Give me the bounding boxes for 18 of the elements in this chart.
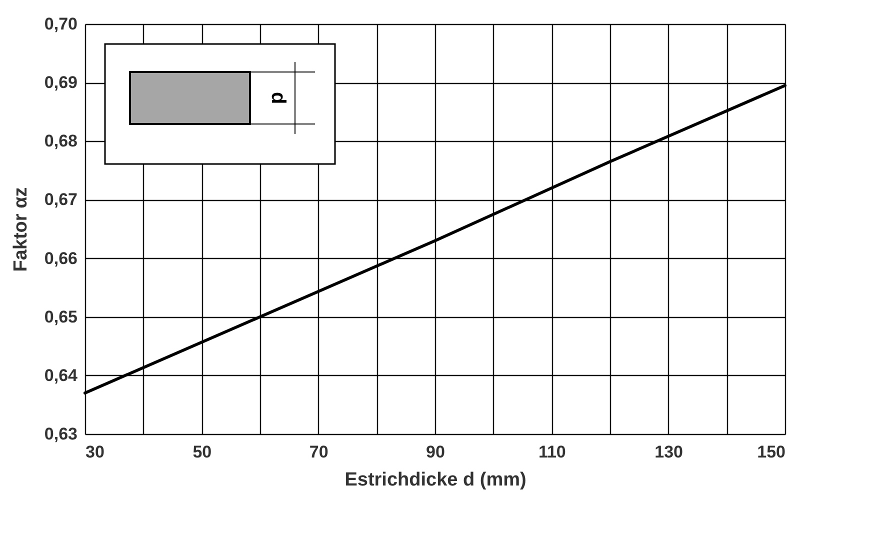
- x-tick-label: 110: [538, 442, 566, 462]
- x-tick-label: 50: [192, 442, 212, 462]
- y-tick-label: 0,64: [44, 366, 78, 385]
- y-tick-label: 0,68: [44, 132, 78, 151]
- x-tick-label: 30: [86, 442, 104, 462]
- x-tick-label: 90: [426, 442, 445, 462]
- x-tick-label: 150: [757, 442, 786, 462]
- y-tick-label: 0,65: [44, 307, 78, 326]
- y-tick-label: 0,66: [44, 248, 78, 268]
- y-tick-label: 0,69: [44, 73, 78, 92]
- x-axis-title: Estrichdicke d (mm): [344, 470, 526, 490]
- y-axis-title: Faktor αz: [10, 187, 32, 272]
- x-tick-label: 70: [309, 442, 328, 462]
- annotation: d: [267, 92, 289, 104]
- x-tick-label: 130: [654, 442, 684, 462]
- y-tick-label: 0,63: [44, 424, 78, 444]
- y-tick-label: 0,67: [44, 190, 78, 210]
- y-tick-label: 0,70: [44, 14, 78, 34]
